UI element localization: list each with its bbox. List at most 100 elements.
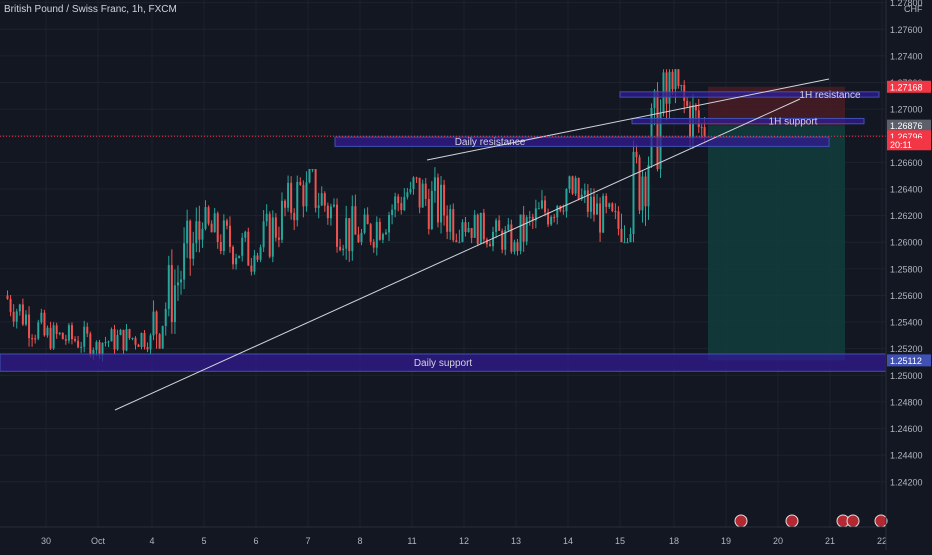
candle-body bbox=[388, 215, 391, 233]
candle-body bbox=[326, 205, 329, 219]
candle-body bbox=[467, 228, 470, 232]
candle-body bbox=[213, 213, 216, 233]
candle-body bbox=[287, 182, 290, 208]
candle-body bbox=[400, 203, 403, 211]
candle-body bbox=[28, 314, 31, 339]
y-tick-label: 1.24200 bbox=[890, 477, 923, 487]
candle-body bbox=[586, 190, 589, 212]
candle-body bbox=[452, 209, 455, 241]
candle-body bbox=[629, 234, 632, 243]
candle-body bbox=[363, 214, 366, 233]
candle-body bbox=[537, 208, 540, 210]
economic-event-icon[interactable] bbox=[874, 514, 888, 528]
candle-body bbox=[104, 342, 107, 344]
candle-body bbox=[244, 231, 247, 238]
x-tick-label: 22 bbox=[877, 536, 887, 546]
candle-body bbox=[522, 214, 525, 242]
price-badge-label: 1.26796 bbox=[890, 132, 923, 142]
candle-body bbox=[583, 190, 586, 195]
x-tick-label: 12 bbox=[459, 536, 469, 546]
candle-body bbox=[64, 339, 67, 341]
x-tick-label: 30 bbox=[41, 536, 51, 546]
candle-body bbox=[137, 344, 140, 347]
candle-body bbox=[198, 221, 201, 240]
candle-body bbox=[602, 195, 605, 233]
x-tick-label: 7 bbox=[305, 536, 310, 546]
candle-body bbox=[274, 217, 277, 238]
zone-1h-support[interactable] bbox=[631, 117, 865, 125]
price-badge-label: 1.26876 bbox=[890, 121, 923, 131]
candle-body bbox=[180, 279, 183, 283]
candle-body bbox=[256, 255, 259, 260]
candle-body bbox=[686, 100, 689, 106]
candle-body bbox=[216, 213, 219, 243]
candle-body bbox=[238, 255, 241, 258]
candle-body bbox=[332, 204, 335, 207]
candle-body bbox=[9, 298, 12, 312]
candle-body bbox=[345, 218, 348, 249]
zone-label: 1H resistance bbox=[799, 90, 861, 101]
candle-body bbox=[323, 193, 326, 206]
candle-body bbox=[149, 335, 152, 350]
candle-body bbox=[409, 188, 412, 193]
candle-body bbox=[476, 214, 479, 244]
candle-body bbox=[351, 206, 354, 252]
candle-body bbox=[599, 203, 602, 233]
zone-daily-resistance[interactable] bbox=[334, 136, 830, 147]
candle-body bbox=[510, 224, 513, 252]
candle-body bbox=[37, 322, 40, 339]
candle-body bbox=[700, 126, 703, 128]
x-tick-label: 15 bbox=[615, 536, 625, 546]
candle-body bbox=[265, 213, 268, 222]
x-tick-label: 4 bbox=[149, 536, 154, 546]
x-tick-label: 13 bbox=[511, 536, 521, 546]
candle-body bbox=[354, 206, 357, 235]
candle-body bbox=[680, 85, 683, 87]
candle-body bbox=[92, 349, 95, 356]
candle-body bbox=[635, 151, 638, 158]
candle-body bbox=[589, 196, 592, 212]
candle-body bbox=[222, 220, 225, 252]
x-tick-label: 20 bbox=[773, 536, 783, 546]
economic-event-icon[interactable] bbox=[846, 514, 860, 528]
candle-body bbox=[116, 334, 119, 350]
candle-body bbox=[250, 265, 253, 272]
economic-event-icon[interactable] bbox=[785, 514, 799, 528]
candle-body bbox=[623, 242, 626, 244]
candle-body bbox=[653, 90, 656, 108]
trendline-lower[interactable] bbox=[114, 98, 801, 411]
candle-body bbox=[280, 200, 283, 240]
candle-body bbox=[161, 326, 164, 349]
candle-body bbox=[553, 216, 556, 218]
candle-body bbox=[391, 209, 394, 216]
candle-body bbox=[525, 217, 528, 242]
candle-body bbox=[183, 243, 186, 280]
candle-body bbox=[95, 342, 98, 350]
candle-body bbox=[384, 232, 387, 235]
candle-body bbox=[544, 200, 547, 213]
y-tick-label: 1.24400 bbox=[890, 451, 923, 461]
candle-body bbox=[580, 194, 583, 200]
y-tick-label: 1.27600 bbox=[890, 25, 923, 35]
candle-body bbox=[482, 212, 485, 240]
candle-body bbox=[61, 332, 64, 340]
candle-body bbox=[375, 221, 378, 248]
zone-1h-resistance[interactable] bbox=[619, 91, 880, 98]
y-tick-label: 1.25000 bbox=[890, 371, 923, 381]
candle-body bbox=[608, 203, 611, 207]
y-tick-label: 1.27400 bbox=[890, 51, 923, 61]
candle-body bbox=[299, 181, 302, 185]
economic-event-icon[interactable] bbox=[734, 514, 748, 528]
trendline-upper[interactable] bbox=[426, 78, 830, 161]
x-tick-label: 8 bbox=[357, 536, 362, 546]
candle-body bbox=[632, 151, 635, 235]
take-profit-zone bbox=[708, 125, 845, 361]
candle-body bbox=[18, 304, 21, 312]
candle-body bbox=[119, 329, 122, 335]
candle-body bbox=[40, 312, 43, 323]
chart-title: British Pound / Swiss Franc, 1h, FXCM bbox=[4, 4, 177, 15]
candle-body bbox=[528, 216, 531, 218]
candle-body bbox=[201, 228, 204, 240]
